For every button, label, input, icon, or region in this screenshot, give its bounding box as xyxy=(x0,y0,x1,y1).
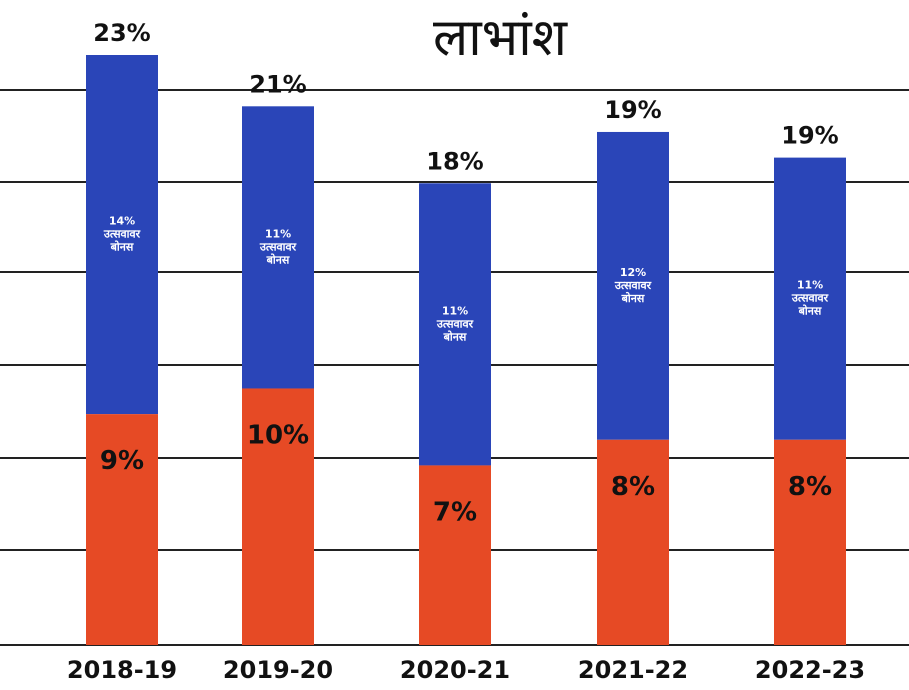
total-label: 18% xyxy=(426,147,483,175)
total-label: 23% xyxy=(93,19,150,47)
bar-bonus-segment xyxy=(419,183,491,466)
total-label: 21% xyxy=(249,70,306,98)
category-label: 2020-21 xyxy=(400,656,510,684)
bar-base-segment xyxy=(242,388,314,645)
category-label: 2022-23 xyxy=(755,656,865,684)
bars xyxy=(86,55,846,645)
bonus-sublabel: बोनस xyxy=(443,329,467,343)
bonus-sublabel: उत्सवावर xyxy=(791,292,829,305)
bar-base-segment xyxy=(774,439,846,645)
bonus-sublabel: उत्सवावर xyxy=(436,317,474,330)
total-label: 19% xyxy=(604,96,661,124)
labels: 23%9%14%उत्सवावरबोनस2018-1921%10%11%उत्स… xyxy=(67,19,865,684)
bar-bonus-segment xyxy=(86,55,158,415)
bar-base-segment xyxy=(86,414,158,645)
bonus-value-label: 14% xyxy=(109,215,135,228)
total-label: 19% xyxy=(781,122,838,150)
base-value-label: 8% xyxy=(611,472,655,502)
base-value-label: 9% xyxy=(100,446,144,476)
category-label: 2019-20 xyxy=(223,656,333,684)
bonus-sublabel: बोनस xyxy=(110,240,134,254)
bonus-value-label: 11% xyxy=(442,304,468,317)
bar-bonus-segment xyxy=(774,157,846,440)
category-label: 2021-22 xyxy=(578,656,688,684)
base-value-label: 8% xyxy=(788,472,832,502)
category-label: 2018-19 xyxy=(67,656,177,684)
bonus-sublabel: उत्सवावर xyxy=(259,240,297,253)
chart-title: लाभांश xyxy=(433,8,569,68)
bonus-sublabel: उत्सवावर xyxy=(103,228,141,241)
bar-base-segment xyxy=(597,439,669,645)
bonus-value-label: 12% xyxy=(620,266,646,279)
bonus-sublabel: उत्सवावर xyxy=(614,279,652,292)
bonus-sublabel: बोनस xyxy=(266,252,290,266)
base-value-label: 10% xyxy=(247,420,309,450)
bar-bonus-segment xyxy=(242,106,314,389)
bonus-sublabel: बोनस xyxy=(621,291,645,305)
base-value-label: 7% xyxy=(433,497,477,527)
bar-base-segment xyxy=(419,465,491,645)
bar-bonus-segment xyxy=(597,131,669,440)
bonus-value-label: 11% xyxy=(265,227,291,240)
bonus-value-label: 11% xyxy=(797,279,823,292)
bonus-sublabel: बोनस xyxy=(798,304,822,318)
